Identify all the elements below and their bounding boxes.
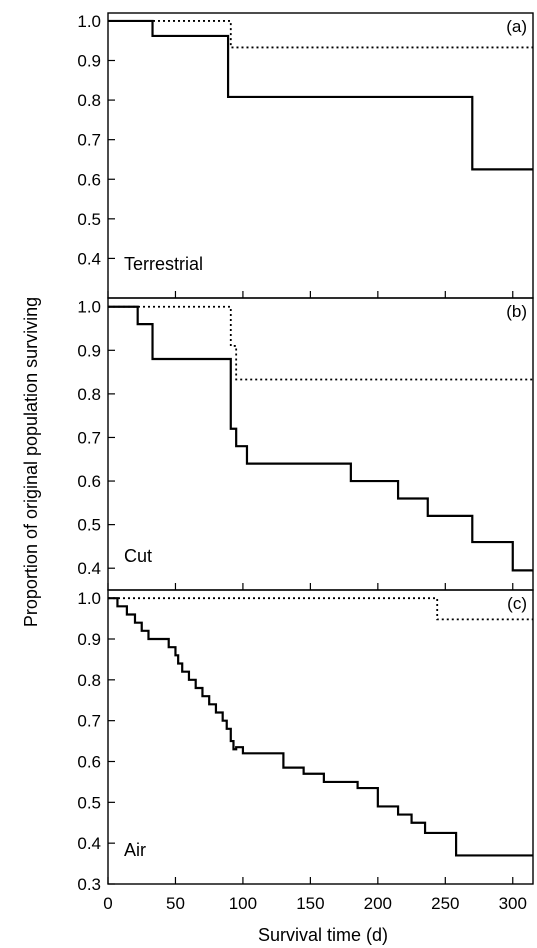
y-tick-label: 0.8: [77, 91, 101, 110]
y-tick-label: 0.3: [77, 875, 101, 894]
y-tick-label: 0.7: [77, 428, 101, 447]
x-axis: 0 50 100 150 200 250 300: [103, 894, 527, 913]
panel-frame: [107, 297, 534, 591]
series-dotted: [108, 305, 533, 381]
panels: 0.40.50.60.70.80.91.0 (a)Terrestrial0.40.…: [77, 12, 534, 894]
y-tick-label: 0.4: [77, 249, 101, 268]
y-tick-label: 0.9: [77, 630, 101, 649]
x-tick-label: 300: [499, 894, 527, 913]
x-tick-label: 100: [229, 894, 257, 913]
y-tick-label: 0.7: [77, 712, 101, 731]
panel-tag: (a): [506, 17, 527, 36]
y-tick-label: 0.8: [77, 671, 101, 690]
x-tick-label: 50: [166, 894, 185, 913]
x-tick-label: 0: [103, 894, 112, 913]
x-tick-label: 250: [431, 894, 459, 913]
x-tick-label: 200: [364, 894, 392, 913]
panel-b: 0.4 0.5 0.6 0.7 0.8 0.9 1.0 (b) Cut: [77, 297, 534, 591]
panel-a: 0.4 0.5 0.6 0.7 0.8 0.9 1.0 (a) Terrestrial: [77, 12, 534, 299]
series-dotted: [108, 597, 533, 621]
panel-frame: [107, 589, 534, 885]
series-solid: [108, 597, 533, 857]
x-tick-label: 150: [296, 894, 324, 913]
y-tick-label: 0.8: [77, 385, 101, 404]
y-tick-label: 0.5: [77, 793, 101, 812]
y-tick-label: 0.6: [77, 170, 101, 189]
y-tick-label: 1.0: [77, 12, 101, 31]
panel-c: 0.3 0.4 0.5 0.6 0.7 0.8 0.9 1.0 (c) Air: [77, 589, 534, 894]
y-tick-label: 0.5: [77, 210, 101, 229]
y-tick-label: 1.0: [77, 298, 101, 317]
y-tick-label: 1.0: [77, 589, 101, 608]
series-dotted: [108, 20, 533, 49]
y-tick-label: 0.5: [77, 516, 101, 535]
y-axis-title: Proportion of original population surviv…: [21, 297, 41, 627]
y-tick-label: 0.9: [77, 52, 101, 71]
y-tick-label: 0.4: [77, 834, 101, 853]
y-tick-label: 0.6: [77, 753, 101, 772]
y-tick-label: 0.6: [77, 472, 101, 491]
series-solid: [108, 19, 533, 171]
y-tick-label: 0.4: [77, 559, 101, 578]
series-solid: [108, 305, 533, 572]
y-tick-label: 0.7: [77, 131, 101, 150]
panel-tag: (b): [506, 302, 527, 321]
panel-tag: (c): [507, 594, 527, 613]
panel-name: Air: [124, 840, 146, 860]
x-axis-title: Survival time (d): [258, 925, 388, 945]
panel-name: Terrestrial: [124, 254, 203, 274]
panel-name: Cut: [124, 546, 152, 566]
y-tick-label: 0.9: [77, 341, 101, 360]
